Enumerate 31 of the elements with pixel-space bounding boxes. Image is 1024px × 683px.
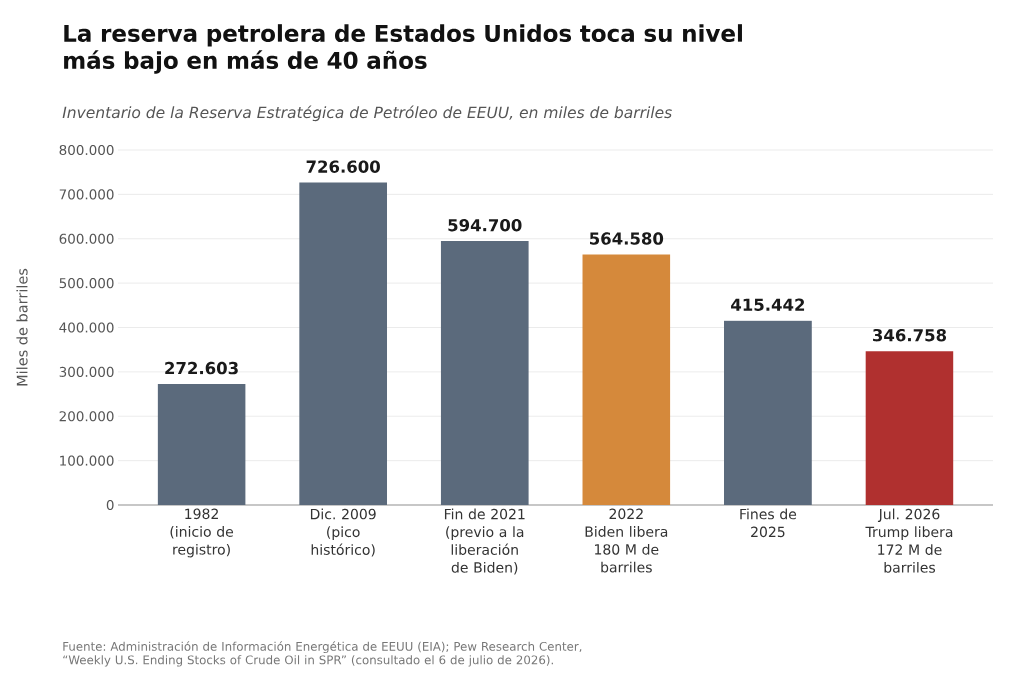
- y-tick-label: 200.000: [59, 411, 114, 422]
- y-tick-label: 700.000: [59, 189, 114, 200]
- bar: [865, 351, 954, 505]
- data-label: 726.600: [306, 160, 380, 173]
- y-tick-label: 600.000: [59, 233, 114, 244]
- y-tick-label: 300.000: [59, 366, 114, 377]
- chart-title: La reserva petrolera de Estados Unidos toca su nivel más bajo en más de 40 años: [64, 24, 742, 74]
- x-tick-label: 2022 Biden libera 180 M de barriles: [585, 508, 668, 573]
- y-tick-label: 400.000: [59, 322, 114, 333]
- chart-subtitle: Inventario de la Reserva Estratégica de Petróleo de EEUU, en miles de barriles: [62, 105, 672, 122]
- y-tick-label: 800.000: [59, 144, 114, 156]
- y-axis-title: Miles de barriles: [16, 268, 28, 386]
- data-label: 415.442: [731, 298, 805, 311]
- x-tick-label: Fin de 2021 (previo a la liberación de Biden): [444, 508, 525, 575]
- x-tick-label: 1982 (inicio de registro): [170, 508, 234, 558]
- x-tick-label: Dic. 2009 (pico histórico): [310, 508, 376, 557]
- bar: [157, 384, 246, 505]
- data-label: 346.758: [873, 328, 947, 342]
- bar: [724, 320, 812, 505]
- y-tick-label: 0: [106, 499, 114, 511]
- data-label: 564.580: [590, 232, 664, 245]
- y-tick-label: 100.000: [60, 455, 114, 466]
- bar: [582, 254, 671, 505]
- x-tick-label: Jul. 2026 Trump libera 172 M de barriles: [865, 508, 953, 573]
- bar: [440, 241, 529, 505]
- data-label: 594.700: [448, 218, 522, 232]
- bar: [299, 182, 388, 505]
- source-note: Fuente: Administración de Información Energética de EEUU (EIA); Pew Research Center, “Weekly U.S. Ending Stocks of Crude Oil in SPR” (consultado el 6 de julio de 2026).: [63, 641, 582, 667]
- y-tick-label: 500.000: [59, 278, 114, 289]
- x-tick-label: Fines de 2025: [740, 508, 797, 538]
- data-label: 272.603: [165, 361, 238, 375]
